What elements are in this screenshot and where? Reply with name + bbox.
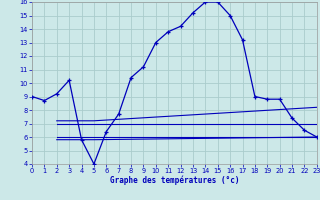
X-axis label: Graphe des températures (°c): Graphe des températures (°c): [110, 176, 239, 185]
